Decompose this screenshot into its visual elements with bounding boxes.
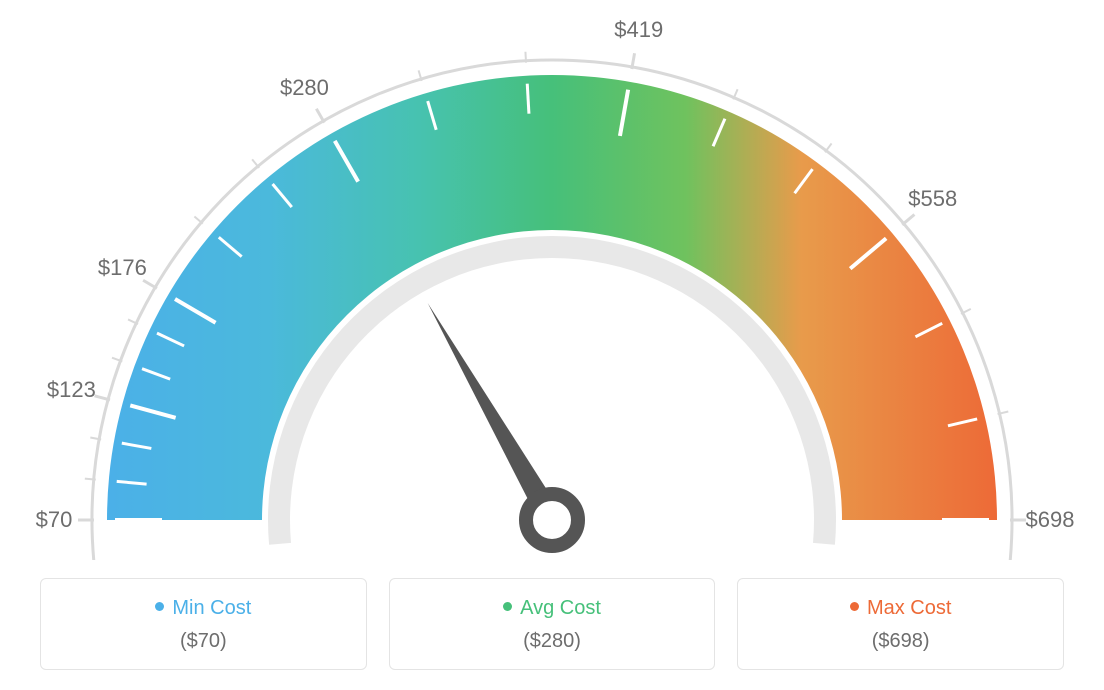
legend-min-title: Min Cost [51,597,356,620]
legend-max-title-text: Max Cost [867,597,951,619]
legend-min: Min Cost ($70) [40,578,367,670]
gauge-tick-label: $280 [280,75,329,101]
gauge-tick-label: $419 [614,17,663,43]
legend-max-title: Max Cost [748,597,1053,620]
dot-icon [155,602,164,611]
gauge-tick-label: $698 [1026,507,1075,533]
legend-avg-title-text: Avg Cost [520,597,601,619]
dot-icon [503,602,512,611]
gauge-tick-label: $70 [36,507,73,533]
gauge-tick-label: $558 [908,186,957,212]
legend-avg-title: Avg Cost [400,597,705,620]
gauge-tick-label: $176 [98,255,147,281]
legend-min-title-text: Min Cost [172,597,251,619]
legend-row: Min Cost ($70) Avg Cost ($280) Max Cost … [40,578,1064,670]
legend-max-value: ($698) [748,630,1053,653]
legend-max: Max Cost ($698) [737,578,1064,670]
gauge-area [0,0,1104,560]
legend-min-value: ($70) [51,630,356,653]
gauge-svg [0,0,1104,560]
dot-icon [850,602,859,611]
gauge-tick-label: $123 [47,377,96,403]
cost-gauge-chart: Min Cost ($70) Avg Cost ($280) Max Cost … [0,0,1104,690]
legend-avg-value: ($280) [400,630,705,653]
legend-avg: Avg Cost ($280) [389,578,716,670]
